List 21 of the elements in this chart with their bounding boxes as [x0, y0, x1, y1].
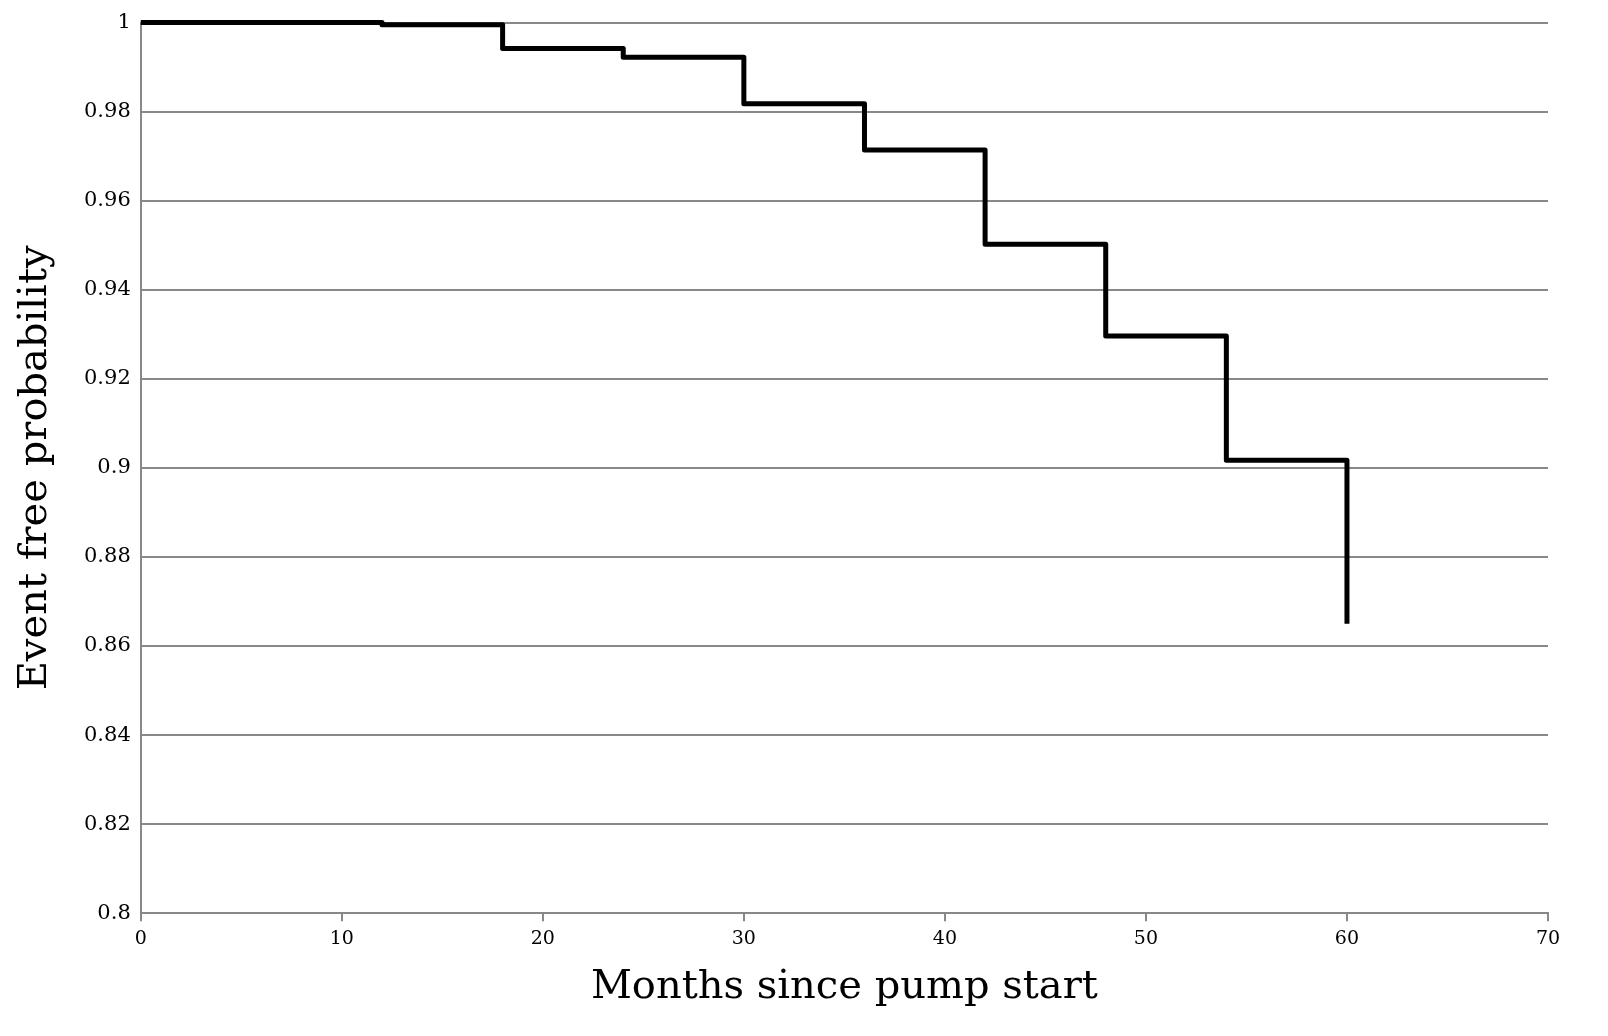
x-axis-title: Months since pump start	[590, 961, 1098, 1008]
x-tick-label: 0	[134, 925, 147, 948]
x-tick-label: 40	[932, 925, 957, 948]
y-tick-label: 0.82	[83, 810, 131, 835]
x-tick-label: 70	[1535, 925, 1561, 948]
y-tick-label: 0.86	[83, 632, 131, 657]
x-tick-label: 20	[530, 925, 555, 948]
y-tick-label: 0.98	[83, 98, 131, 123]
y-axis-title: Event free probability	[9, 245, 56, 691]
y-tick-label: 0.94	[83, 276, 131, 301]
y-tick-label: 1	[117, 9, 131, 34]
y-tick-label: 0.96	[83, 187, 131, 212]
y-tick-label: 0.84	[83, 721, 131, 746]
x-tick-label: 60	[1334, 925, 1360, 948]
x-tick-label: 50	[1133, 925, 1159, 948]
y-tick-label: 0.9	[97, 454, 131, 479]
y-tick-label: 0.88	[83, 543, 131, 568]
y-tick-label: 0.92	[83, 365, 131, 390]
y-tick-label: 0.8	[97, 899, 131, 924]
x-tick-label: 10	[329, 925, 354, 948]
x-tick-label: 30	[731, 925, 756, 948]
